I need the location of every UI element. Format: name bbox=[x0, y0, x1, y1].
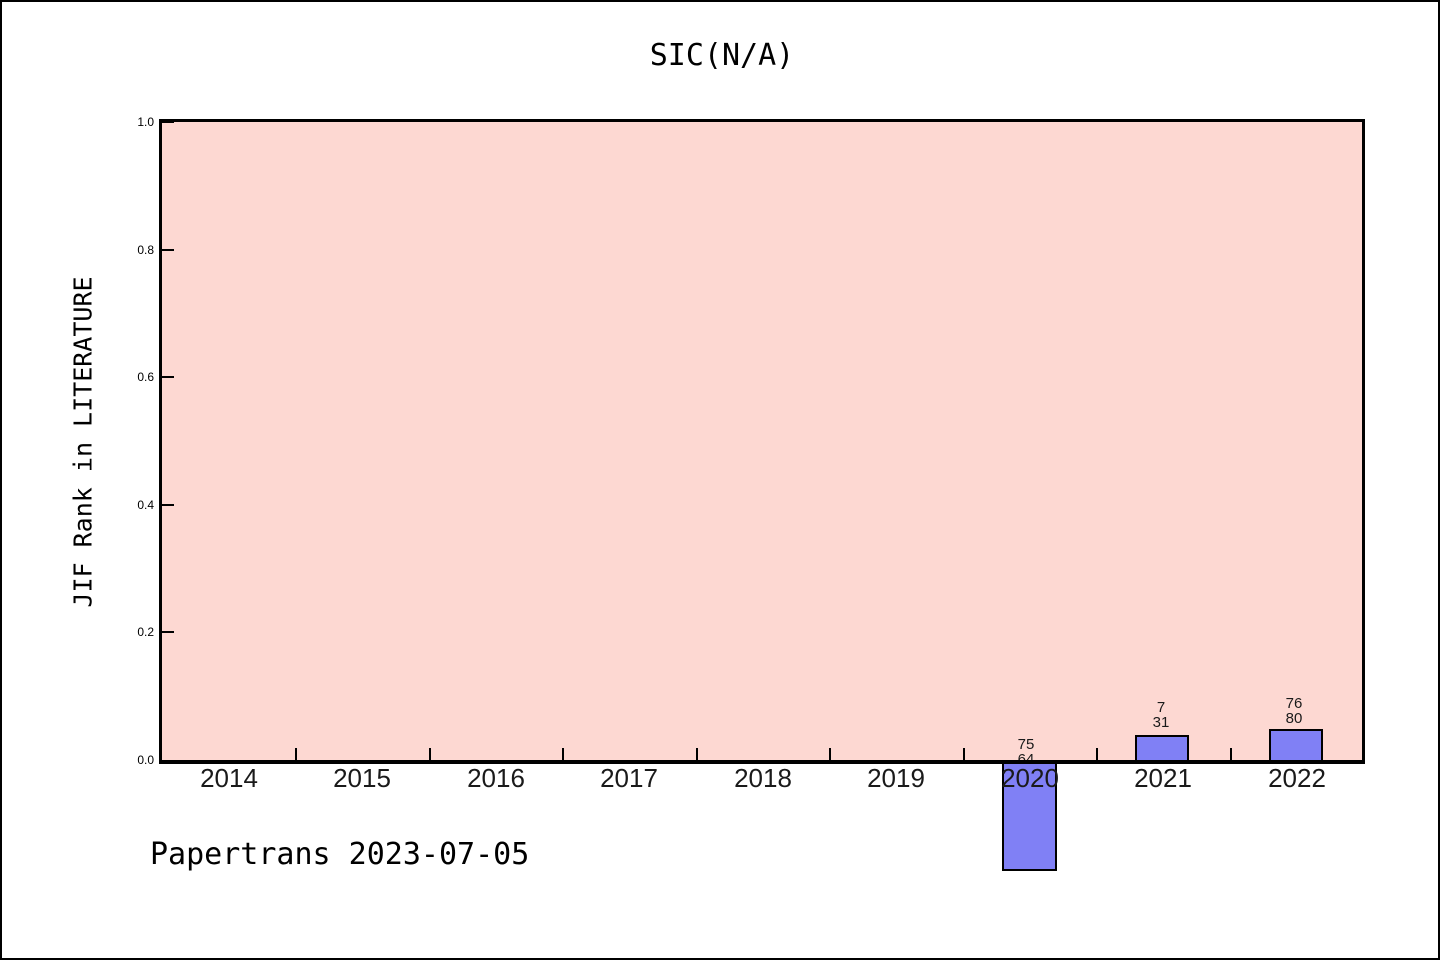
bar-annotation-2022: 76 80 bbox=[1286, 696, 1303, 726]
plot-area bbox=[159, 119, 1365, 760]
x-tick-label-2021: 2021 bbox=[1134, 763, 1192, 793]
y-axis-label: JIF Rank in LITERATURE bbox=[68, 276, 98, 608]
y-tick-label: 0.4 bbox=[137, 498, 154, 512]
y-tick-label: 1.0 bbox=[137, 115, 154, 129]
y-tick-label: 0.2 bbox=[137, 625, 154, 639]
y-tick-mark bbox=[162, 121, 174, 123]
x-axis-line bbox=[159, 760, 1365, 764]
x-tick-label-2014: 2014 bbox=[200, 763, 258, 793]
y-tick-mark bbox=[162, 376, 174, 378]
x-tick-mark bbox=[1096, 748, 1098, 760]
watermark-footer-note: Papertrans 2023-07-05 bbox=[150, 837, 530, 872]
x-tick-label-2017: 2017 bbox=[600, 763, 658, 793]
bar-2021 bbox=[1135, 735, 1189, 760]
chart-title: SIC(N/A) bbox=[649, 38, 795, 73]
x-tick-mark bbox=[829, 748, 831, 760]
y-tick-label: 0.0 bbox=[137, 753, 154, 767]
y-tick-mark bbox=[162, 631, 174, 633]
x-tick-mark bbox=[562, 748, 564, 760]
bar-2022 bbox=[1269, 729, 1323, 760]
x-tick-label-2018: 2018 bbox=[734, 763, 792, 793]
bar-annotation-line: 76 bbox=[1285, 695, 1303, 712]
bar-annotation-line: 80 bbox=[1285, 710, 1303, 727]
y-tick-mark bbox=[162, 504, 174, 506]
y-tick-label: 0.6 bbox=[137, 370, 154, 384]
y-tick-label: 0.8 bbox=[137, 243, 154, 257]
bar-annotation-line: 75 bbox=[1017, 736, 1035, 753]
x-tick-label-2019: 2019 bbox=[867, 763, 925, 793]
x-tick-mark bbox=[1230, 748, 1232, 760]
x-tick-label-2015: 2015 bbox=[333, 763, 391, 793]
x-tick-label-2022: 2022 bbox=[1268, 763, 1326, 793]
x-tick-mark bbox=[696, 748, 698, 760]
x-tick-mark bbox=[295, 748, 297, 760]
bar-annotation-2021: 7 31 bbox=[1153, 700, 1170, 730]
x-tick-label-2016: 2016 bbox=[467, 763, 525, 793]
x-tick-mark bbox=[429, 748, 431, 760]
bar-annotation-line: 7 bbox=[1156, 699, 1166, 716]
x-tick-label-2020: 2020 bbox=[1001, 763, 1059, 793]
x-tick-mark bbox=[963, 748, 965, 760]
y-tick-mark bbox=[162, 249, 174, 251]
bar-annotation-line: 31 bbox=[1152, 714, 1170, 731]
